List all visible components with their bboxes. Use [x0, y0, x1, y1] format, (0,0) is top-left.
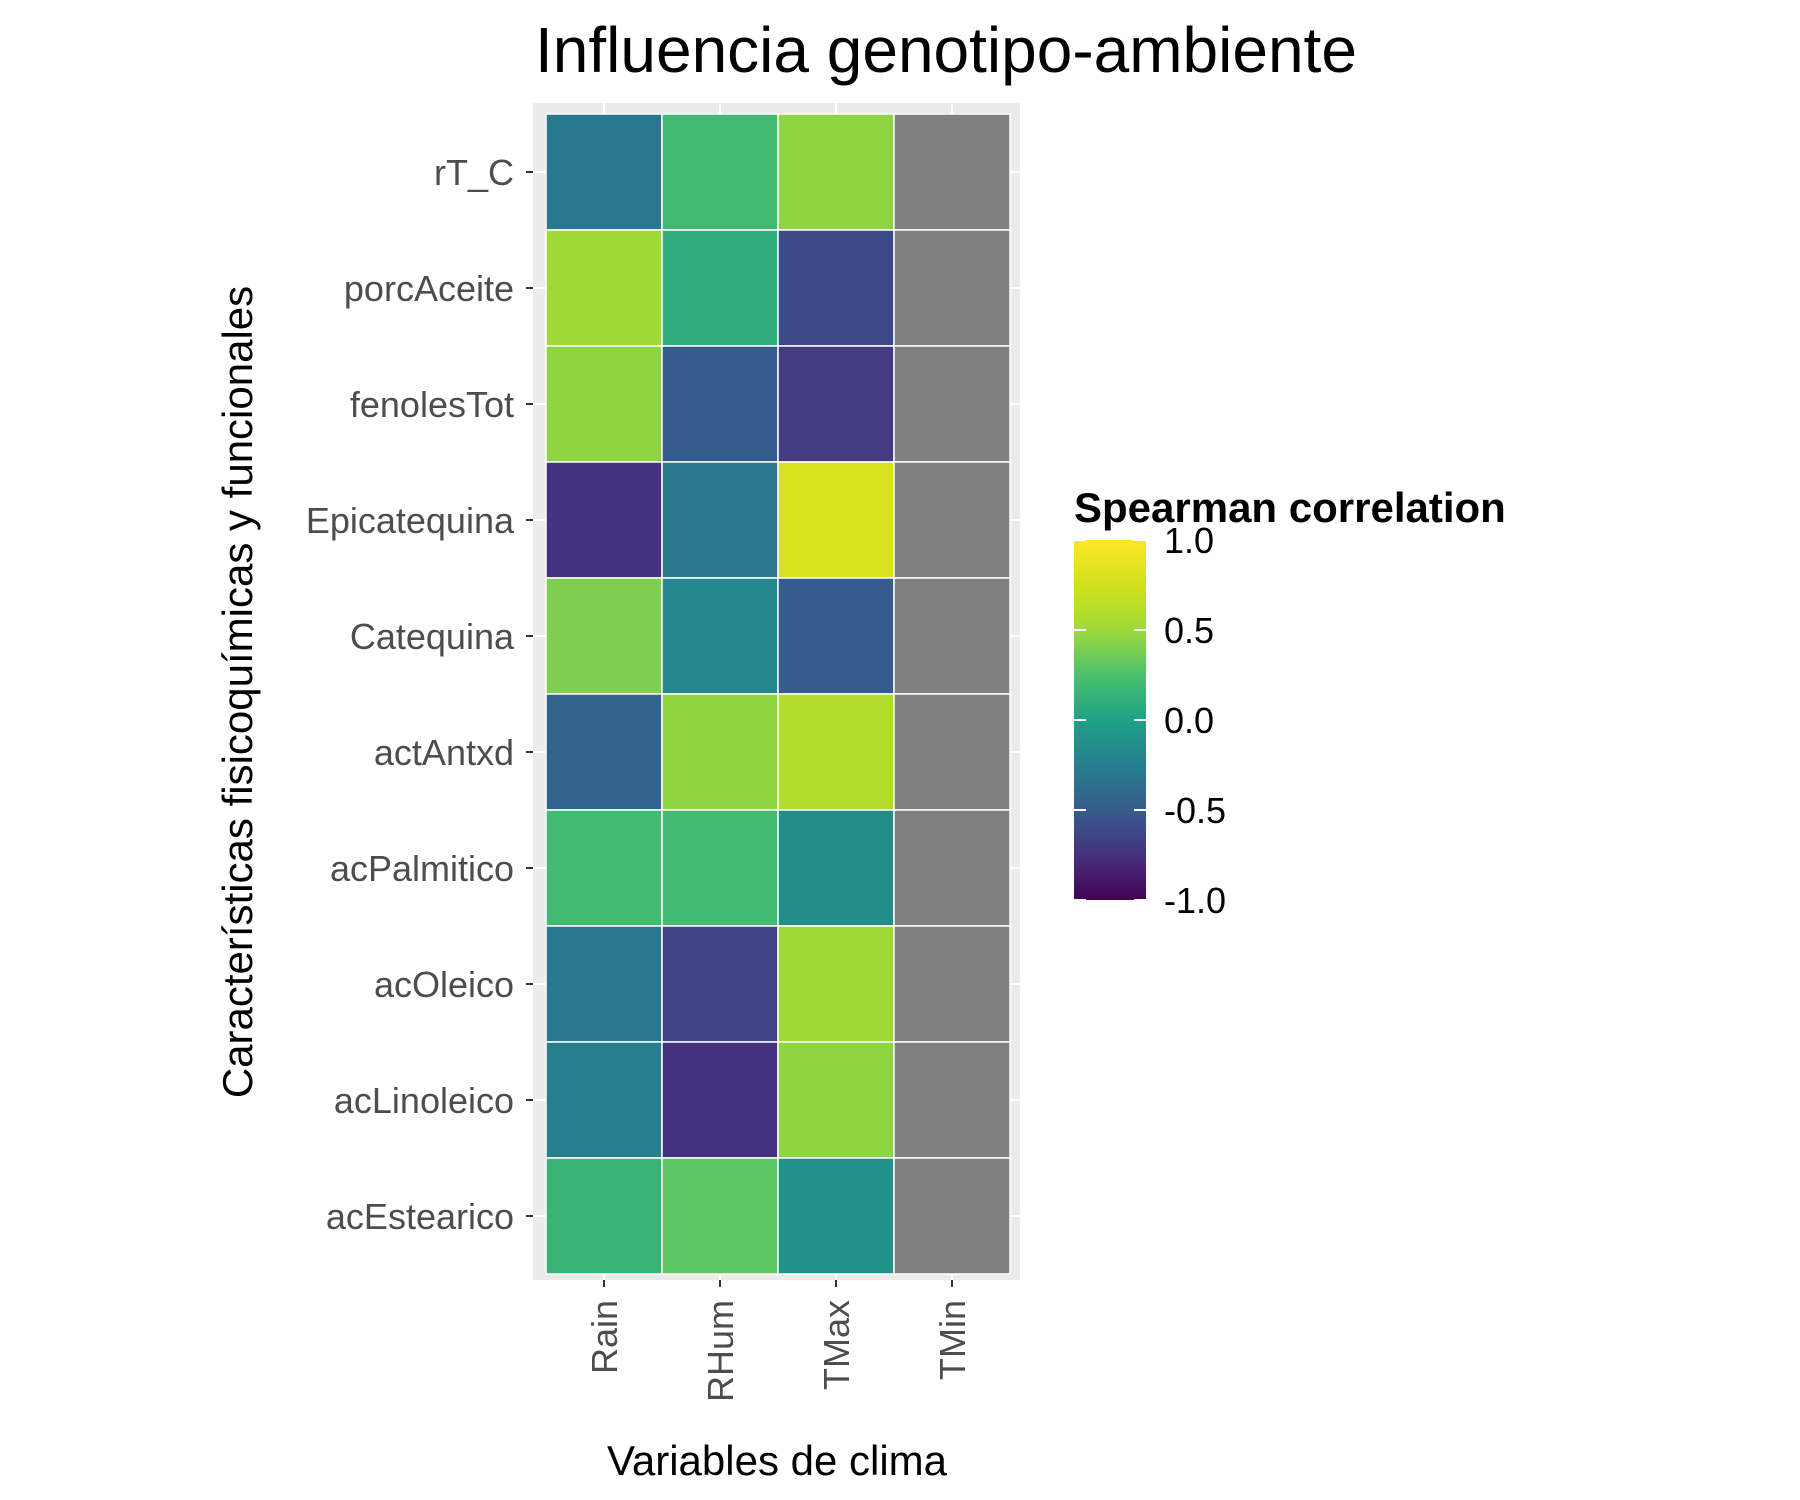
heatmap-cell [893, 693, 1011, 811]
heatmap-cell [777, 577, 895, 695]
heatmap-cell [893, 925, 1011, 1043]
heatmap-cell [777, 1041, 895, 1159]
heatmap-cell [661, 461, 779, 579]
legend-tick-label: 0.0 [1164, 700, 1214, 741]
y-tick-label: acOleico [374, 964, 514, 1005]
heatmap-cell [661, 577, 779, 695]
y-tick-label: Catequina [350, 616, 515, 657]
heatmap-cell [545, 809, 663, 927]
y-tick-label: acLinoleico [334, 1080, 514, 1121]
x-tick-label: TMax [816, 1300, 857, 1390]
heatmap-cell [777, 229, 895, 347]
heatmap-cell [893, 345, 1011, 463]
heatmap-cell [661, 345, 779, 463]
y-tick-label: Epicatequina [306, 500, 515, 541]
heatmap-cell [777, 693, 895, 811]
heatmap-cell [661, 693, 779, 811]
legend-tick-label: 0.5 [1164, 610, 1214, 651]
x-axis-label: Variables de clima [607, 1437, 948, 1484]
y-tick-label: acEstearico [326, 1196, 514, 1237]
heatmap-cell [893, 577, 1011, 695]
heatmap-cell [777, 345, 895, 463]
x-tick-label: Rain [584, 1300, 625, 1374]
heatmap-cell [545, 1157, 663, 1275]
heatmap-cell [777, 809, 895, 927]
legend-tick-label: 1.0 [1164, 520, 1214, 561]
heatmap-cells [545, 113, 1011, 1275]
heatmap-cell [545, 693, 663, 811]
heatmap-cell [661, 229, 779, 347]
y-axis-label: Características fisicoquímicas y funcion… [214, 286, 261, 1098]
heatmap-cell [777, 461, 895, 579]
x-tick-label: RHum [700, 1300, 741, 1402]
heatmap-cell [545, 577, 663, 695]
heatmap-cell [545, 925, 663, 1043]
legend-title: Spearman correlation [1074, 484, 1506, 531]
x-tick-label: TMin [932, 1300, 973, 1380]
heatmap-cell [661, 925, 779, 1043]
heatmap-cell [893, 113, 1011, 231]
color-legend: Spearman correlation 1.0 0.5 0.0 -0.5 -1.0 [1074, 484, 1506, 921]
y-tick-label: acPalmitico [330, 848, 514, 889]
heatmap-cell [661, 1157, 779, 1275]
heatmap-cell [893, 229, 1011, 347]
heatmap-cell [893, 461, 1011, 579]
y-tick-label: fenolesTot [350, 384, 514, 425]
y-tick-label: rT_C [434, 152, 514, 193]
legend-tick-label: -1.0 [1164, 880, 1226, 921]
heatmap-cell [545, 345, 663, 463]
heatmap-cell [893, 1041, 1011, 1159]
y-tick-label: actAntxd [374, 732, 514, 773]
heatmap-cell [893, 809, 1011, 927]
legend-ticks: 1.0 0.5 0.0 -0.5 -1.0 [1074, 520, 1226, 921]
heatmap-cell [545, 1041, 663, 1159]
heatmap-cell [777, 925, 895, 1043]
heatmap-cell [545, 461, 663, 579]
heatmap-cell [545, 229, 663, 347]
heatmap-cell [661, 113, 779, 231]
chart-title: Influencia genotipo-ambiente [535, 14, 1357, 86]
x-axis-ticks: Rain RHum TMax TMin [584, 1280, 973, 1402]
y-axis-ticks: rT_C porcAceite fenolesTot Epicatequina Cate… [306, 152, 533, 1237]
heatmap-cell [661, 1041, 779, 1159]
heatmap-cell [777, 113, 895, 231]
legend-tick-label: -0.5 [1164, 790, 1226, 831]
heatmap-cell [777, 1157, 895, 1275]
heatmap-cell [545, 113, 663, 231]
heatmap-cell [661, 809, 779, 927]
heatmap-cell [893, 1157, 1011, 1275]
y-tick-label: porcAceite [344, 268, 514, 309]
